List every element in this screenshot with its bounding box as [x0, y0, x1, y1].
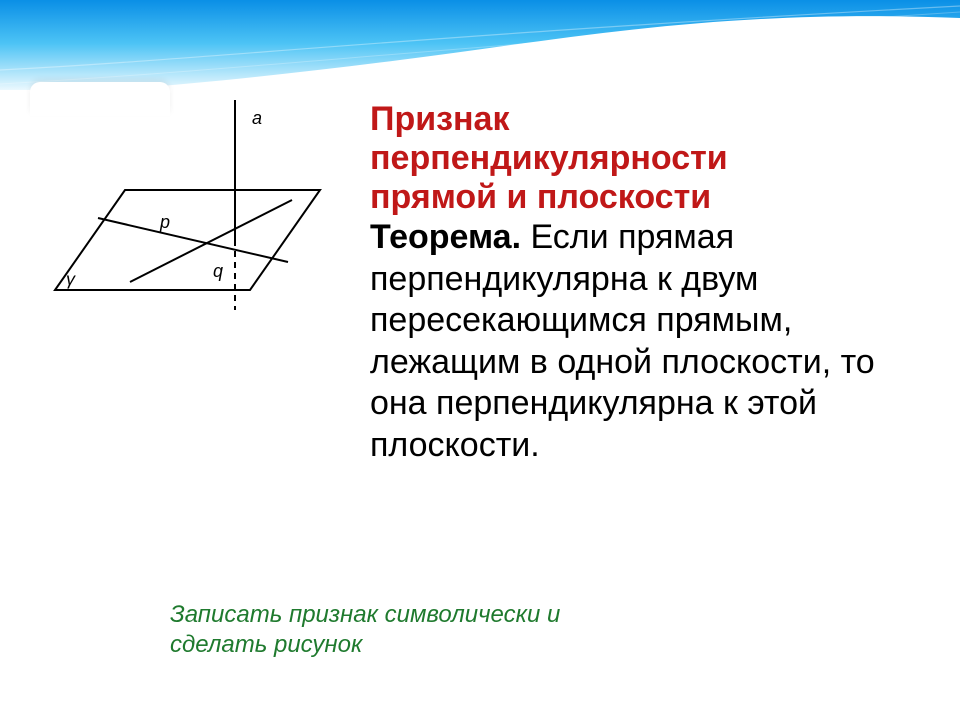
title-line-1: Признак	[370, 100, 509, 138]
task-line-2: сделать рисунок	[170, 631, 362, 658]
diagram-label-a: a	[252, 108, 262, 128]
diagram-svg: a p q γ	[40, 100, 340, 320]
banner-svg	[0, 0, 960, 90]
content-block: Признак перпендикулярности прямой и плос…	[370, 100, 930, 466]
title-line-2: перпендикулярности	[370, 139, 728, 177]
task-line-1: Записать признак символически и	[170, 601, 560, 628]
top-banner	[0, 0, 960, 90]
perpendicularity-diagram: a p q γ	[40, 100, 340, 320]
theorem-body: Теорема. Если прямая перпендикулярна к д…	[370, 217, 930, 466]
diagram-label-p: p	[159, 212, 170, 232]
task-note: Записать признак символически и сделать …	[170, 600, 730, 660]
theorem-label: Теорема.	[370, 218, 521, 256]
theorem-title: Признак перпендикулярности прямой и плос…	[370, 100, 930, 217]
diagram-label-q: q	[213, 261, 223, 281]
title-line-3: прямой и плоскости	[370, 178, 711, 216]
diagram-label-gamma: γ	[66, 269, 76, 289]
